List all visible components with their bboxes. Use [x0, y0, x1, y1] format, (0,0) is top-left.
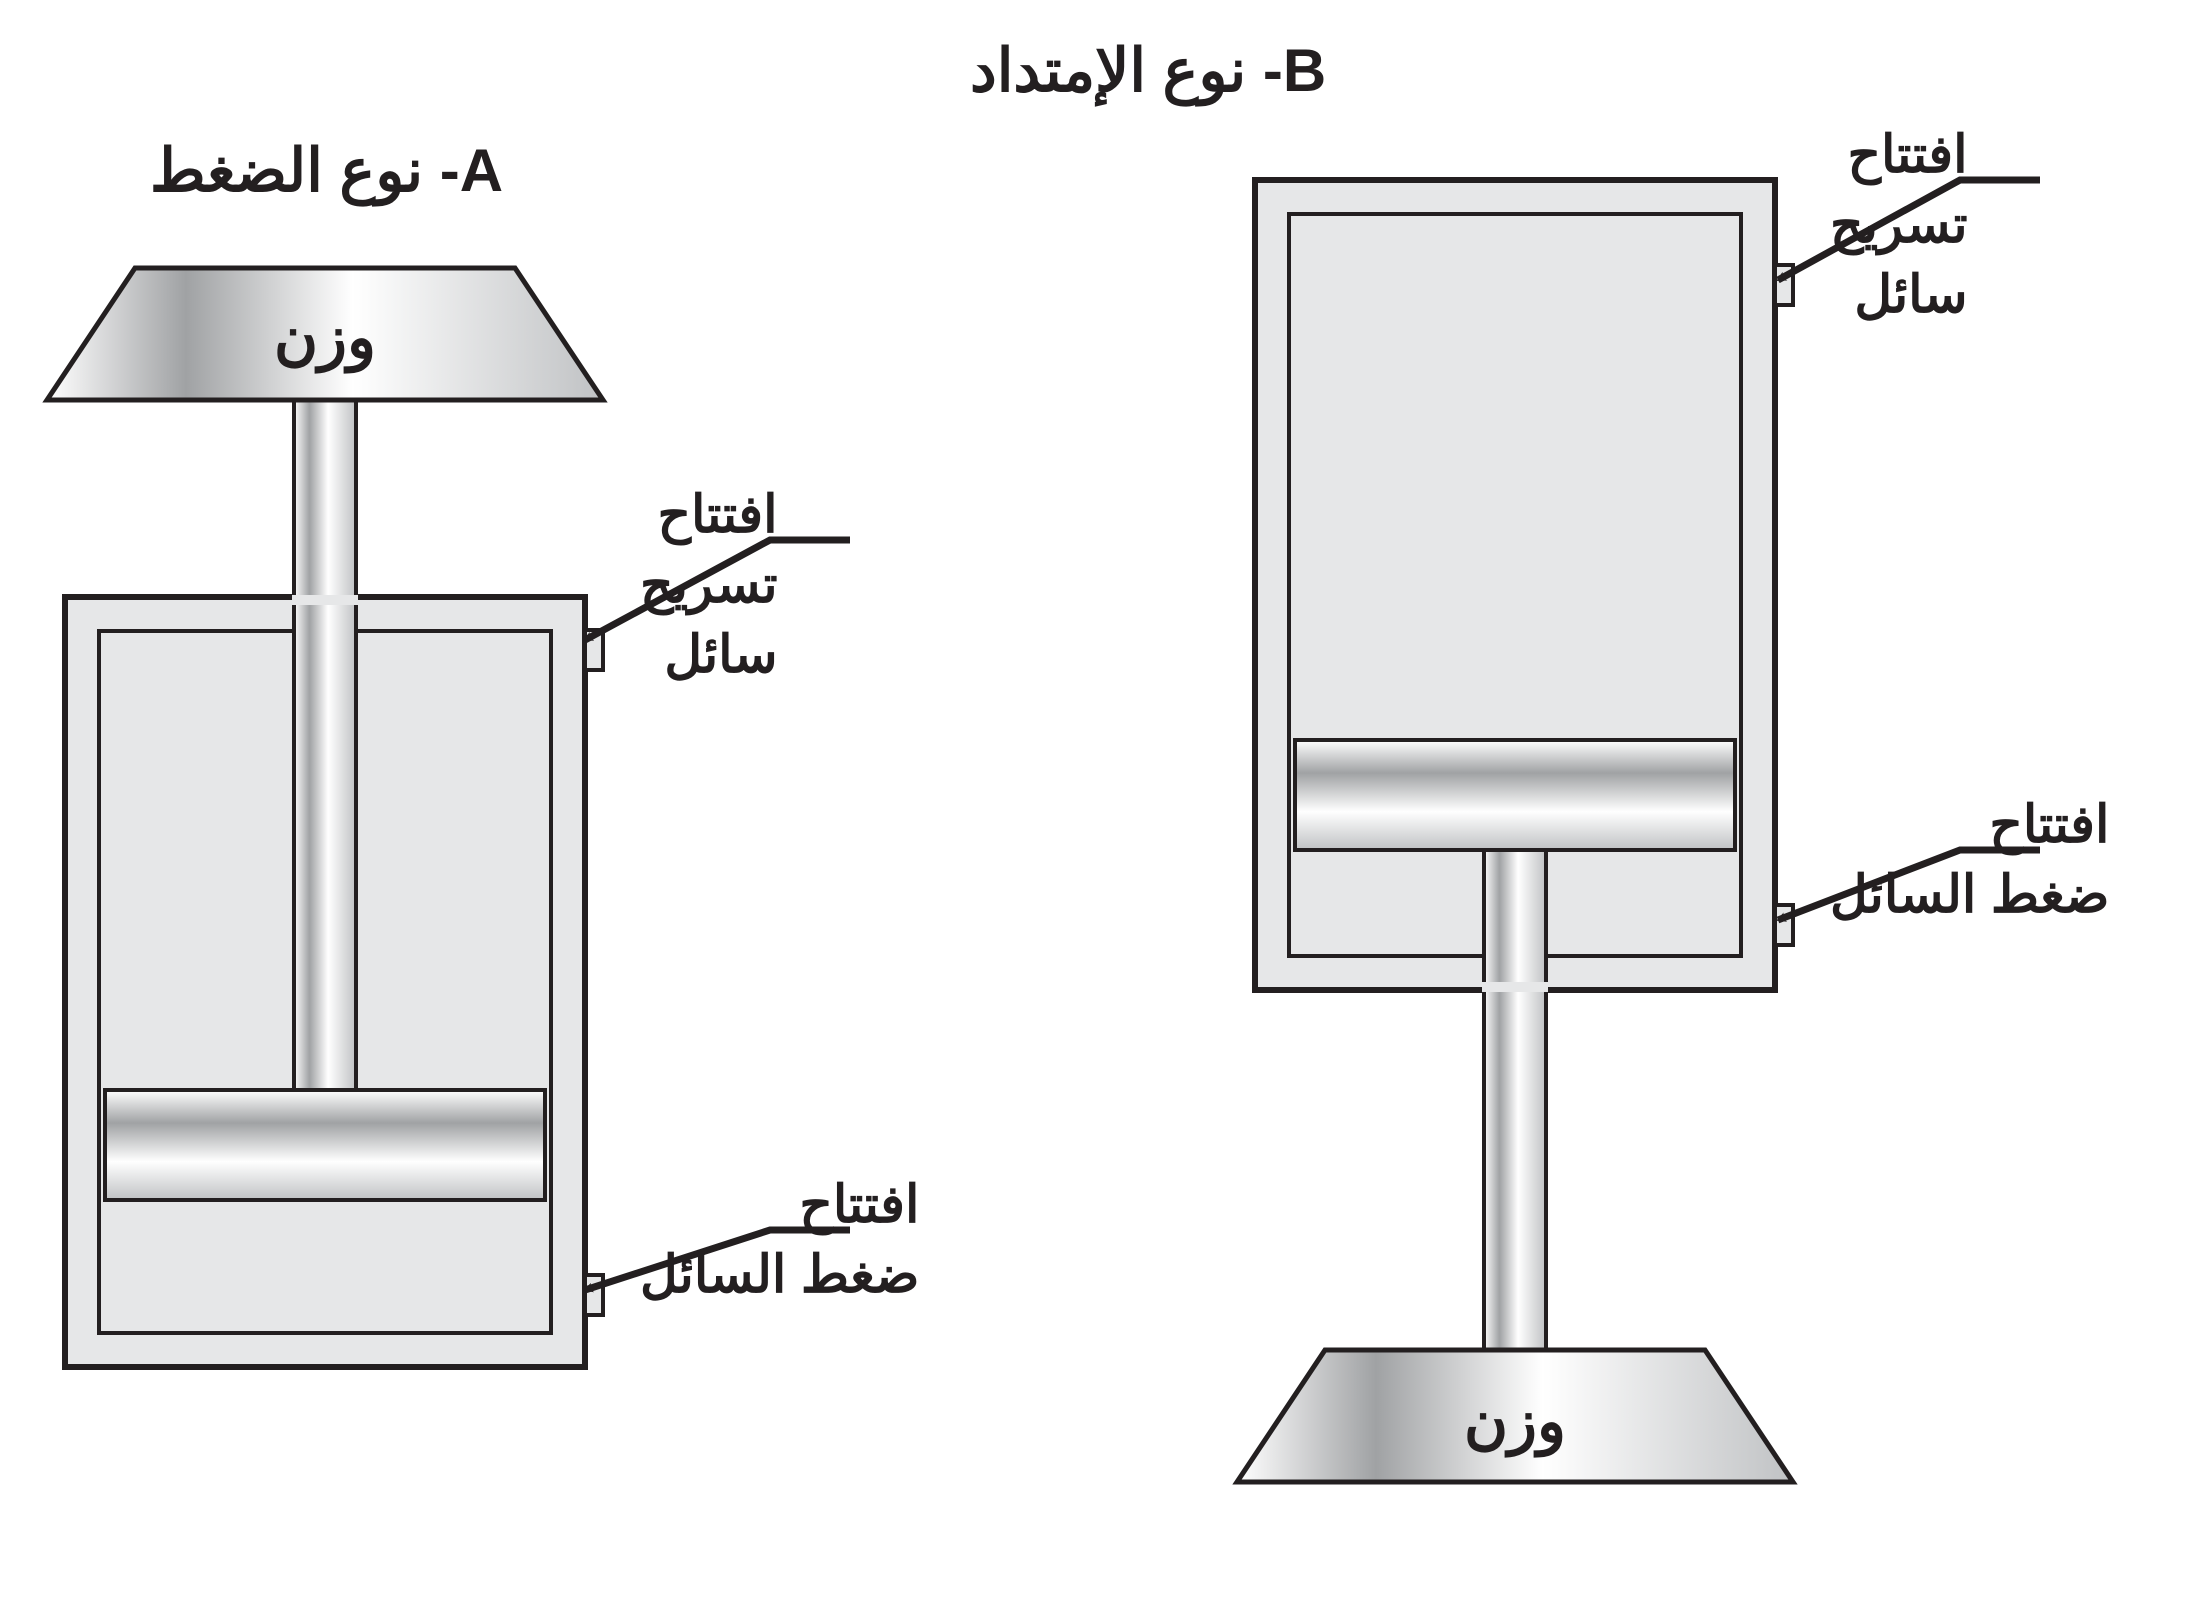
diagram-b-weight-label: وزن: [1464, 1388, 1566, 1458]
diagram-b-rod: [1484, 850, 1546, 1350]
diagram-a-title: A- نوع الضغط: [150, 130, 503, 211]
diagram-b-title: B- نوع الإمتداد: [970, 30, 1326, 111]
diagram-a-label-release: افتتاحتسريحسائل: [640, 480, 778, 691]
diagram-a-piston: [105, 1090, 545, 1200]
diagram-a-weight-label: وزن: [274, 304, 376, 374]
diagram-a-port-bottom: [585, 1275, 603, 1315]
diagram-a-rod: [294, 400, 356, 1090]
diagram-b-label-pressure: افتتاحضغط السائل: [1830, 790, 2109, 930]
diagram-b-piston: [1295, 740, 1735, 850]
diagram-a-rod-opening: [292, 595, 358, 605]
diagram-a-label-pressure: افتتاحضغط السائل: [640, 1170, 919, 1310]
diagram-b-label-release: افتتاحتسريحسائل: [1830, 120, 1968, 331]
diagram-b-port-bottom: [1775, 905, 1793, 945]
diagram-b-rod-opening: [1482, 982, 1548, 992]
